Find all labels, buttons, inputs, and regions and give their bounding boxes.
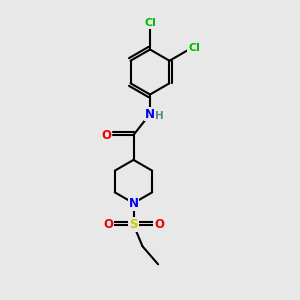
Text: S: S — [129, 218, 138, 231]
Text: N: N — [128, 196, 139, 210]
Text: Cl: Cl — [144, 18, 156, 28]
Text: Cl: Cl — [188, 43, 200, 53]
Text: O: O — [101, 128, 112, 142]
Text: H: H — [155, 110, 164, 121]
Text: O: O — [154, 218, 164, 231]
Text: O: O — [103, 218, 113, 231]
Text: N: N — [145, 107, 155, 121]
